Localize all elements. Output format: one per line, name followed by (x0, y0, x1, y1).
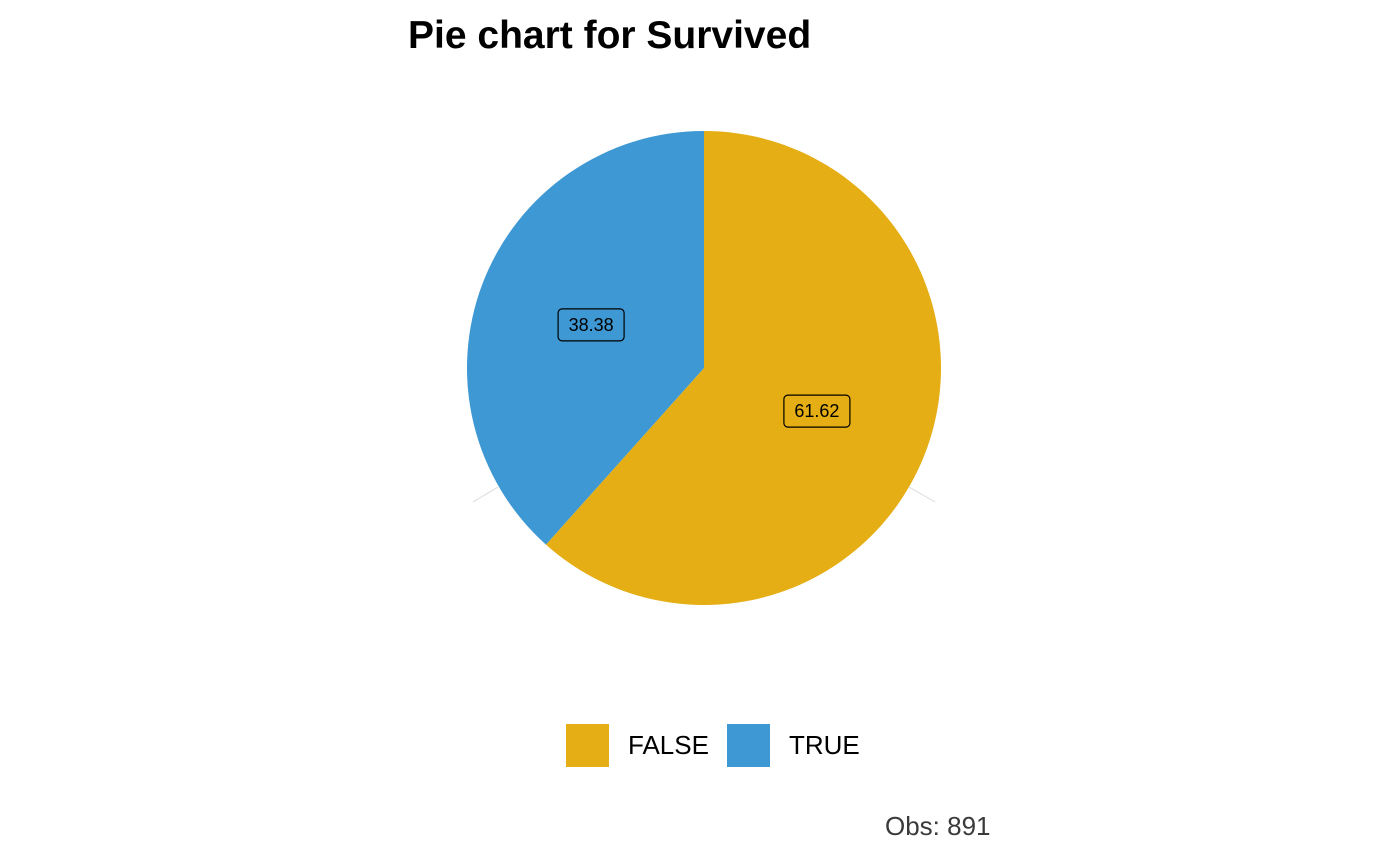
pie-label-text: 61.62 (794, 401, 839, 421)
pie-label-text: 38.38 (569, 315, 614, 335)
pie-guide-line-right (908, 486, 936, 503)
observations-caption: Obs: 891 (885, 811, 991, 841)
legend-label-false: FALSE (628, 730, 709, 760)
legend-item-true: TRUE (726, 724, 860, 767)
pie-label-box (557, 308, 625, 342)
pie-slices (467, 131, 941, 606)
pie-slice-false (545, 131, 941, 606)
pie-guide-line-left (472, 486, 499, 503)
pie-labels: 61.62 38.38 (557, 308, 851, 428)
legend-swatch-true (726, 724, 770, 767)
legend-swatch-false (566, 724, 609, 767)
legend-item-false: FALSE (566, 724, 709, 767)
pie-label-box (783, 394, 851, 428)
pie-label-true: 38.38 (557, 308, 625, 342)
legend-label-true: TRUE (788, 730, 860, 760)
pie-label-false: 61.62 (783, 394, 851, 428)
chart-title: Pie chart for Survived (408, 14, 812, 57)
legend: FALSE TRUE (566, 724, 878, 767)
